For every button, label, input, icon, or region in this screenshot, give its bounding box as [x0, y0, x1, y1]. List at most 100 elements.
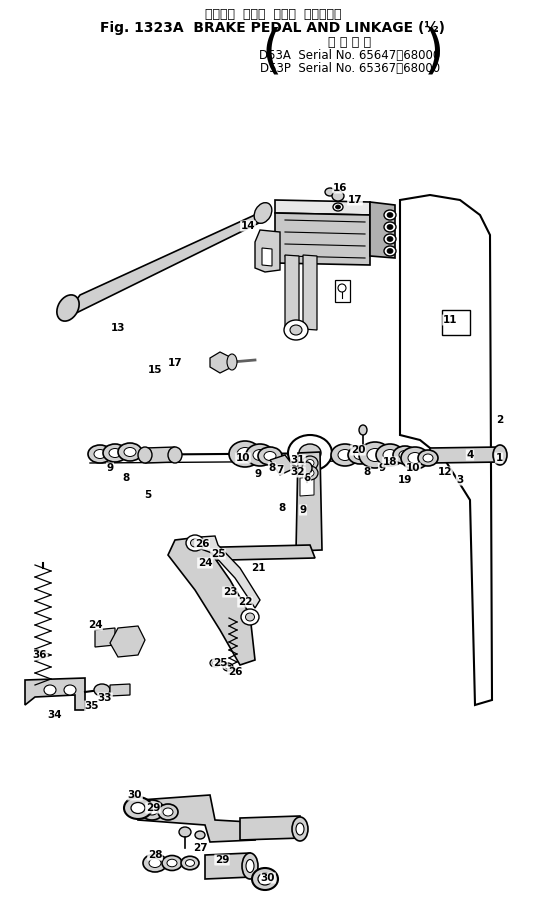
- Ellipse shape: [387, 237, 393, 241]
- Ellipse shape: [227, 354, 237, 370]
- Text: 2: 2: [496, 415, 504, 425]
- Ellipse shape: [158, 804, 178, 820]
- Ellipse shape: [384, 234, 396, 244]
- Text: 8: 8: [278, 503, 286, 513]
- Text: 20: 20: [351, 445, 365, 455]
- Ellipse shape: [408, 453, 422, 464]
- Text: 適 用 号 機: 適 用 号 機: [328, 36, 371, 49]
- Text: 36: 36: [33, 650, 47, 660]
- Ellipse shape: [190, 539, 200, 547]
- Ellipse shape: [387, 212, 393, 218]
- Ellipse shape: [185, 859, 195, 867]
- Ellipse shape: [296, 823, 304, 835]
- Polygon shape: [110, 626, 145, 657]
- Text: 10: 10: [406, 463, 420, 473]
- Text: 17: 17: [168, 358, 182, 368]
- Text: 28: 28: [148, 850, 162, 860]
- Text: 19: 19: [398, 475, 412, 485]
- Ellipse shape: [284, 320, 308, 340]
- Ellipse shape: [333, 203, 343, 211]
- Ellipse shape: [143, 854, 167, 872]
- Ellipse shape: [399, 451, 411, 460]
- Text: 24: 24: [197, 558, 212, 568]
- Ellipse shape: [140, 800, 164, 820]
- Polygon shape: [95, 628, 115, 647]
- Text: 30: 30: [128, 790, 142, 800]
- Ellipse shape: [384, 210, 396, 220]
- Text: 26: 26: [228, 667, 242, 677]
- Text: 5: 5: [144, 490, 152, 500]
- Ellipse shape: [306, 469, 314, 476]
- Text: 4: 4: [466, 450, 474, 460]
- Ellipse shape: [138, 447, 152, 463]
- Ellipse shape: [118, 443, 142, 461]
- Ellipse shape: [225, 665, 230, 669]
- Ellipse shape: [229, 441, 261, 467]
- Polygon shape: [180, 545, 315, 561]
- Ellipse shape: [338, 284, 346, 292]
- Text: 33: 33: [98, 693, 112, 703]
- Text: 9: 9: [254, 469, 261, 479]
- Polygon shape: [138, 795, 255, 842]
- Ellipse shape: [162, 856, 182, 870]
- Ellipse shape: [383, 450, 397, 461]
- Polygon shape: [198, 536, 260, 608]
- Text: 27: 27: [193, 843, 207, 853]
- Ellipse shape: [288, 435, 332, 471]
- Polygon shape: [275, 213, 370, 265]
- Text: 34: 34: [48, 710, 62, 720]
- Ellipse shape: [124, 447, 136, 456]
- Text: 13: 13: [110, 323, 125, 333]
- Ellipse shape: [292, 817, 308, 841]
- Text: ): ): [424, 26, 444, 78]
- Polygon shape: [62, 208, 270, 320]
- Ellipse shape: [325, 188, 335, 196]
- Ellipse shape: [212, 661, 218, 665]
- Polygon shape: [285, 255, 299, 330]
- Ellipse shape: [254, 203, 272, 223]
- Text: 14: 14: [241, 221, 255, 231]
- Ellipse shape: [163, 808, 173, 816]
- Polygon shape: [430, 447, 502, 463]
- Polygon shape: [110, 684, 130, 696]
- Text: 31: 31: [291, 455, 305, 465]
- Text: 9: 9: [299, 505, 306, 515]
- Text: 10: 10: [236, 453, 250, 463]
- Ellipse shape: [94, 450, 106, 458]
- Text: 11: 11: [443, 315, 457, 325]
- Polygon shape: [442, 310, 470, 335]
- Ellipse shape: [493, 445, 507, 465]
- Ellipse shape: [348, 446, 372, 464]
- Polygon shape: [205, 853, 252, 879]
- Text: 24: 24: [88, 620, 102, 630]
- Ellipse shape: [246, 859, 254, 872]
- Ellipse shape: [210, 659, 220, 667]
- Text: D53A  Serial No. 65647～68000: D53A Serial No. 65647～68000: [259, 49, 441, 62]
- Ellipse shape: [258, 873, 272, 885]
- Text: Fig. 1323A  BRAKE PEDAL AND LINKAGE (½): Fig. 1323A BRAKE PEDAL AND LINKAGE (½): [101, 21, 445, 35]
- Text: 9: 9: [107, 463, 114, 473]
- Text: 35: 35: [85, 701, 99, 711]
- Text: 6: 6: [304, 473, 311, 483]
- Ellipse shape: [290, 325, 302, 335]
- Ellipse shape: [124, 797, 152, 819]
- Ellipse shape: [167, 859, 177, 867]
- Ellipse shape: [302, 456, 318, 470]
- Ellipse shape: [242, 853, 258, 879]
- Polygon shape: [262, 248, 272, 266]
- Polygon shape: [370, 202, 395, 258]
- Ellipse shape: [401, 447, 429, 469]
- Text: 3: 3: [456, 475, 464, 485]
- Text: 18: 18: [383, 457, 397, 467]
- Text: 7: 7: [276, 465, 284, 475]
- Text: 21: 21: [251, 563, 265, 573]
- Ellipse shape: [338, 450, 352, 461]
- Polygon shape: [296, 452, 322, 551]
- Ellipse shape: [195, 831, 205, 839]
- Ellipse shape: [252, 868, 278, 890]
- Text: 29: 29: [215, 855, 229, 865]
- Text: 8: 8: [269, 463, 276, 473]
- Ellipse shape: [186, 535, 204, 551]
- Ellipse shape: [168, 447, 182, 463]
- Text: 23: 23: [223, 587, 237, 597]
